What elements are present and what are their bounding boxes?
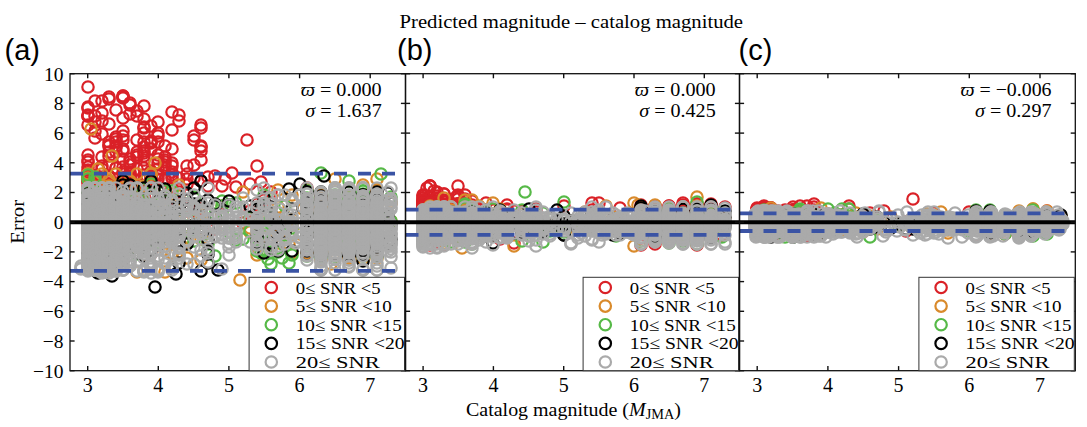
svg-text:(c): (c) bbox=[739, 34, 773, 66]
svg-text:3: 3 bbox=[83, 374, 93, 396]
svg-text:20≤ SNR: 20≤ SNR bbox=[630, 353, 715, 372]
svg-text:5: 5 bbox=[224, 374, 234, 396]
svg-text:6: 6 bbox=[629, 374, 639, 396]
svg-text:0: 0 bbox=[54, 212, 64, 233]
svg-text:10≤ SNR <15: 10≤ SNR <15 bbox=[966, 316, 1072, 335]
svg-text:4: 4 bbox=[54, 153, 64, 174]
svg-text:−6: −6 bbox=[43, 301, 64, 322]
svg-text:5: 5 bbox=[559, 374, 569, 396]
svg-text:15≤ SNR <20: 15≤ SNR <20 bbox=[966, 334, 1075, 353]
svg-text:0≤ SNR <5: 0≤ SNR <5 bbox=[296, 279, 381, 298]
svg-text:6: 6 bbox=[295, 374, 305, 396]
svg-text:10: 10 bbox=[44, 64, 64, 85]
svg-text:6: 6 bbox=[964, 374, 974, 396]
svg-text:7: 7 bbox=[1035, 374, 1045, 396]
svg-text:−2: −2 bbox=[43, 242, 64, 263]
svg-text:4: 4 bbox=[823, 374, 833, 396]
svg-text:20≤ SNR: 20≤ SNR bbox=[966, 353, 1051, 372]
svg-text:ϖ = 0.000: ϖ = 0.000 bbox=[301, 79, 382, 100]
svg-text:10≤ SNR <15: 10≤ SNR <15 bbox=[296, 316, 402, 335]
svg-text:Predicted magnitude – catalog: Predicted magnitude – catalog magnitude bbox=[400, 11, 744, 32]
svg-text:σ = 0.425: σ = 0.425 bbox=[639, 100, 716, 121]
svg-text:4: 4 bbox=[153, 374, 163, 396]
svg-text:σ = 1.637: σ = 1.637 bbox=[305, 100, 382, 121]
svg-text:2: 2 bbox=[54, 182, 64, 203]
svg-text:ϖ = −0.006: ϖ = −0.006 bbox=[961, 79, 1052, 100]
svg-text:Error: Error bbox=[7, 199, 28, 244]
svg-text:0≤ SNR <5: 0≤ SNR <5 bbox=[630, 279, 715, 298]
svg-text:6: 6 bbox=[54, 123, 64, 144]
svg-text:10≤ SNR <15: 10≤ SNR <15 bbox=[630, 316, 736, 335]
svg-text:3: 3 bbox=[418, 374, 428, 396]
svg-text:ϖ = 0.000: ϖ = 0.000 bbox=[635, 79, 716, 100]
svg-text:0≤ SNR <5: 0≤ SNR <5 bbox=[966, 279, 1051, 298]
svg-text:5≤ SNR <10: 5≤ SNR <10 bbox=[630, 297, 726, 316]
svg-text:−10: −10 bbox=[33, 361, 64, 382]
svg-text:(a): (a) bbox=[5, 34, 40, 66]
svg-text:3: 3 bbox=[752, 374, 762, 396]
svg-text:σ = 0.297: σ = 0.297 bbox=[975, 100, 1052, 121]
svg-text:20≤ SNR: 20≤ SNR bbox=[296, 353, 381, 372]
svg-text:5≤ SNR <10: 5≤ SNR <10 bbox=[296, 297, 392, 316]
svg-text:7: 7 bbox=[699, 374, 709, 396]
svg-text:4: 4 bbox=[488, 374, 498, 396]
svg-text:5≤ SNR <10: 5≤ SNR <10 bbox=[966, 297, 1062, 316]
svg-text:15≤ SNR <20: 15≤ SNR <20 bbox=[630, 334, 739, 353]
svg-text:(b): (b) bbox=[397, 34, 432, 66]
svg-text:5: 5 bbox=[894, 374, 904, 396]
svg-text:8: 8 bbox=[54, 93, 64, 114]
svg-text:−4: −4 bbox=[43, 271, 64, 292]
svg-text:7: 7 bbox=[365, 374, 375, 396]
svg-text:−8: −8 bbox=[43, 331, 64, 352]
svg-text:15≤ SNR <20: 15≤ SNR <20 bbox=[296, 334, 405, 353]
